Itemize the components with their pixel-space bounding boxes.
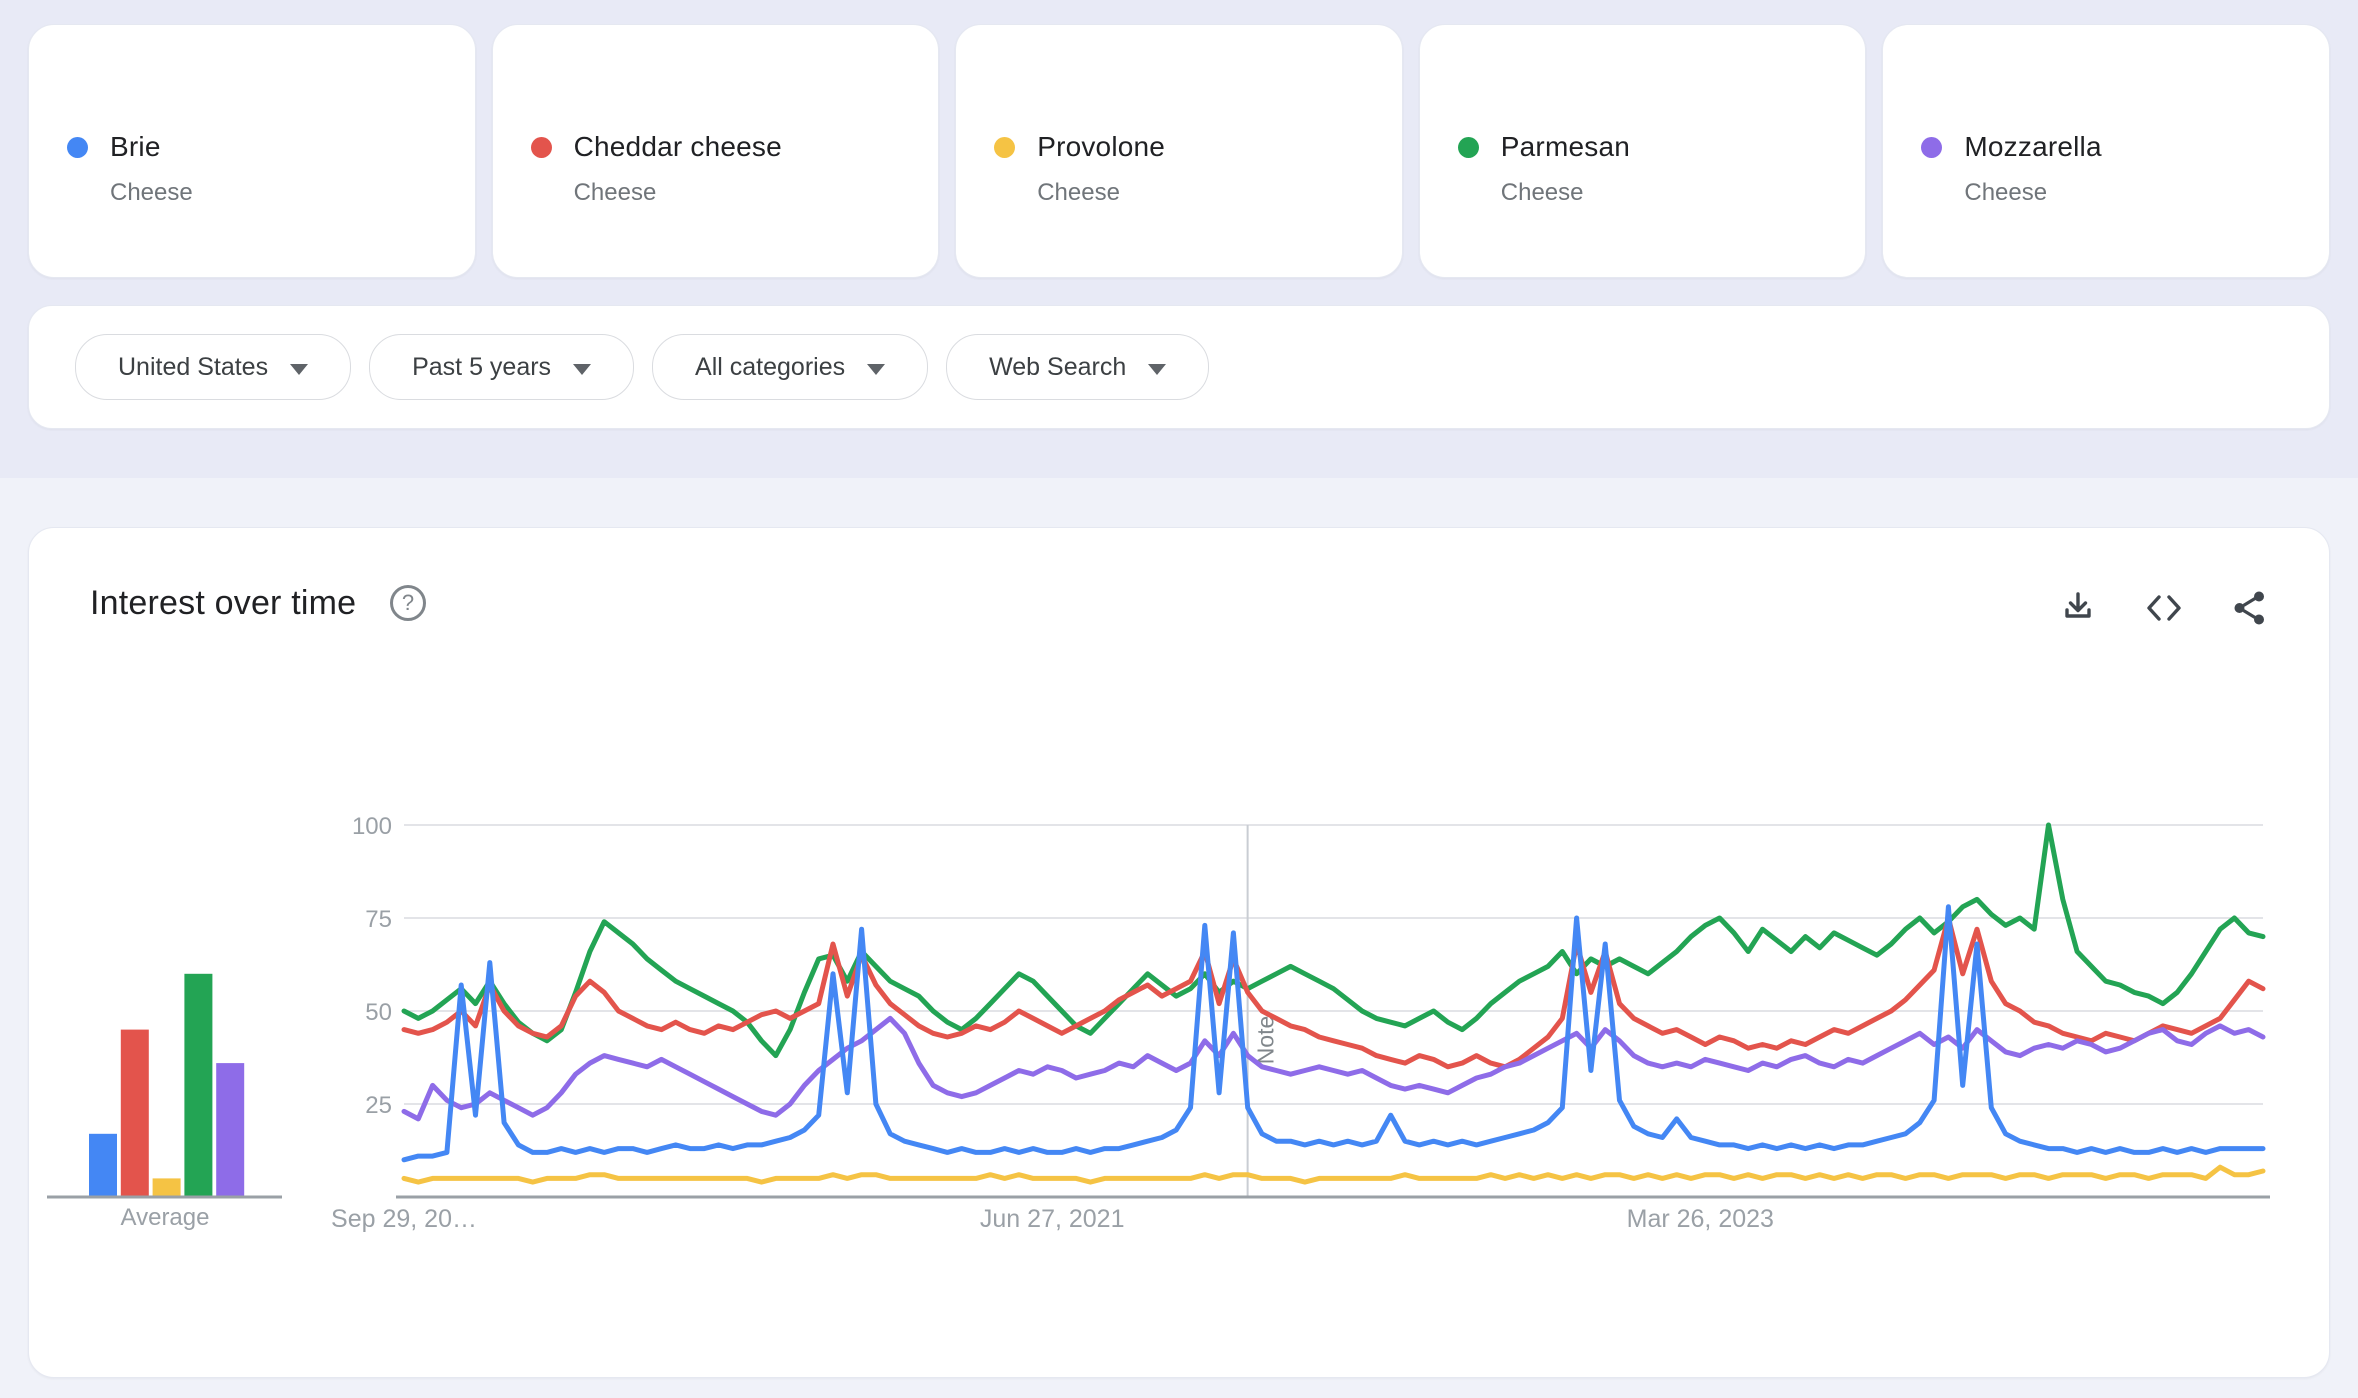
chevron-down-icon xyxy=(573,363,592,375)
series-line-brie xyxy=(401,904,2266,1163)
download-icon[interactable] xyxy=(2058,588,2098,628)
filter-dropdown-label: United States xyxy=(118,352,269,381)
term-color-dot-icon xyxy=(67,136,88,158)
term-color-dot-icon xyxy=(994,136,1016,158)
y-tick-label: 25 xyxy=(365,1092,392,1119)
help-icon[interactable]: ? xyxy=(388,583,428,623)
term-card[interactable]: Mozzarella Cheese xyxy=(1882,24,2330,278)
x-tick-label: Sep 29, 20… xyxy=(331,1205,477,1233)
term-label: Parmesan xyxy=(1500,131,1630,162)
average-bar-provolone xyxy=(152,1178,181,1197)
share-icon[interactable] xyxy=(2230,588,2270,628)
term-subtitle: Cheese xyxy=(110,179,193,206)
term-card[interactable]: Cheddar cheese Cheese xyxy=(491,24,940,278)
term-card-title-row: Mozzarella xyxy=(1921,131,2329,163)
filter-dropdown-united-states[interactable]: United States xyxy=(75,334,352,400)
average-axis-label: Average xyxy=(121,1204,210,1231)
series-line-mozzarella xyxy=(401,1015,2266,1122)
average-bar-cheddar-cheese xyxy=(120,1029,149,1197)
x-tick-label: Jun 27, 2021 xyxy=(980,1205,1125,1233)
note-line-label: Note xyxy=(1253,1016,1279,1065)
term-card-title-row: Brie xyxy=(67,131,475,163)
series-line-parmesan xyxy=(401,822,2266,1059)
term-card-title-row: Parmesan xyxy=(1457,131,1866,163)
interest-line-chart[interactable]: 100 75 50 25 Note Sep 29, 20… Jun 27, 2021 Mar … xyxy=(328,810,2308,1260)
filter-dropdown-past-5-years[interactable]: Past 5 years xyxy=(369,334,635,400)
term-card-title-row: Cheddar cheese xyxy=(530,131,939,163)
average-bar-mozzarella xyxy=(216,1063,245,1197)
average-bar-brie xyxy=(89,1133,117,1197)
term-subtitle: Cheese xyxy=(1500,179,1584,206)
y-tick-label: 100 xyxy=(352,813,392,840)
term-subtitle: Cheese xyxy=(1037,179,1120,206)
svg-text:?: ? xyxy=(402,590,414,615)
term-card[interactable]: Brie Cheese xyxy=(28,24,476,278)
embed-icon[interactable] xyxy=(2144,588,2184,628)
term-label: Mozzarella xyxy=(1964,131,2102,162)
term-color-dot-icon xyxy=(1921,136,1943,158)
y-tick-label: 75 xyxy=(365,906,392,933)
filter-bar: United States Past 5 years All categories W… xyxy=(28,305,2330,429)
panel-header: Interest over time ? xyxy=(90,583,428,623)
term-label: Provolone xyxy=(1037,131,1166,162)
term-subtitle: Cheese xyxy=(573,179,657,206)
term-card[interactable]: Provolone Cheese xyxy=(955,24,1403,278)
filter-dropdown-label: Web Search xyxy=(989,352,1127,381)
term-subtitle: Cheese xyxy=(1964,179,2048,206)
chevron-down-icon xyxy=(290,363,309,375)
term-card[interactable]: Parmesan Cheese xyxy=(1418,24,1867,278)
average-bar-parmesan xyxy=(184,973,213,1197)
panel-title: Interest over time xyxy=(90,583,357,622)
y-tick-label: 50 xyxy=(365,999,392,1026)
chevron-down-icon xyxy=(867,363,886,375)
filter-dropdown-web-search[interactable]: Web Search xyxy=(946,334,1210,400)
term-color-dot-icon xyxy=(1457,136,1479,158)
average-bar-chart[interactable]: Average xyxy=(45,817,295,1237)
term-label: Brie xyxy=(110,131,161,162)
filter-dropdown-label: All categories xyxy=(695,352,846,381)
chevron-down-icon xyxy=(1148,363,1167,375)
term-color-dot-icon xyxy=(530,136,552,158)
filter-dropdown-all-categories[interactable]: All categories xyxy=(652,334,929,400)
filter-dropdown-label: Past 5 years xyxy=(412,352,552,381)
series-line-provolone xyxy=(401,1164,2266,1185)
panel-actions xyxy=(2058,588,2270,628)
term-card-title-row: Provolone xyxy=(994,131,1402,163)
comparison-cards: Brie Cheese Cheddar cheese Cheese Provolone C… xyxy=(28,24,2330,278)
x-tick-label: Mar 26, 2023 xyxy=(1627,1205,1774,1233)
term-label: Cheddar cheese xyxy=(573,131,782,162)
